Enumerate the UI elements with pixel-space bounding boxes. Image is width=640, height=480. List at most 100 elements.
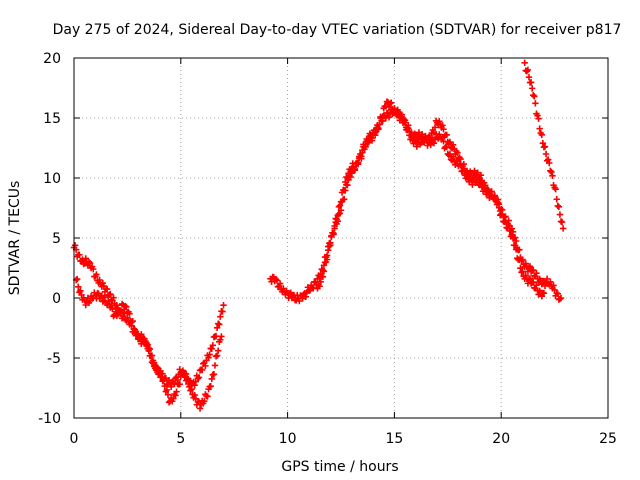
data-point-interp: [351, 165, 359, 173]
data-point-interp: [481, 182, 489, 189]
data-point-interp: [548, 168, 555, 176]
data-point: [154, 364, 161, 371]
data-point-interp: [208, 345, 215, 353]
data-point-interp: [411, 130, 418, 137]
data-point-interp: [495, 204, 503, 211]
data-point-interp: [526, 275, 534, 282]
data-point-interp: [443, 131, 450, 139]
data-point-interp: [129, 317, 136, 325]
data-point-interp: [362, 143, 369, 151]
data-point-interp: [123, 303, 130, 311]
data-point: [446, 138, 454, 146]
data-point-interp: [385, 103, 393, 111]
data-point: [382, 102, 390, 110]
data-point-interp: [107, 290, 114, 298]
data-point-interp: [525, 264, 533, 271]
x-tick-label: 20: [492, 431, 510, 447]
plot-frame: [73, 57, 609, 419]
data-point-interp: [336, 202, 344, 209]
data-point-interp: [543, 275, 551, 283]
data-point-interp: [103, 285, 111, 293]
data-point-interp: [317, 278, 324, 285]
data-point-interp: [287, 289, 295, 296]
data-point-interp: [206, 351, 213, 358]
data-point: [534, 112, 541, 119]
data-point-interp: [213, 324, 221, 331]
data-point-interp: [415, 129, 423, 136]
data-point-interp: [170, 379, 177, 386]
data-point-interp: [172, 392, 179, 399]
y-tick-label: 15: [43, 111, 61, 127]
data-point-interp: [522, 260, 529, 267]
data-point-interp: [457, 155, 464, 163]
data-point-interp: [342, 178, 349, 186]
data-point-interp: [181, 370, 189, 378]
x-axis-label: GPS time / hours: [281, 459, 398, 475]
data-point: [365, 138, 372, 146]
data-point-interp: [544, 156, 552, 163]
series-SDTVAR-early: [70, 242, 227, 390]
data-point-interp: [324, 247, 332, 254]
data-point-interp: [413, 143, 421, 150]
data-point-interp: [449, 141, 457, 148]
data-point-interp: [326, 243, 333, 250]
data-point-interp: [494, 199, 502, 206]
data-point-interp: [371, 132, 379, 139]
data-point-interp: [553, 196, 560, 203]
data-point-interp: [427, 134, 434, 141]
data-point: [386, 100, 394, 107]
data-point-interp: [516, 256, 523, 264]
data-point-interp: [143, 339, 150, 347]
data-point-interp: [76, 251, 83, 258]
data-point-interp: [509, 228, 517, 235]
data-point: [530, 92, 537, 99]
data-point-interp: [118, 300, 126, 308]
series-SDTVAR-early-branch: [72, 275, 225, 412]
data-point-interp: [146, 345, 154, 353]
data-point-interp: [445, 139, 453, 147]
data-point-interp: [376, 121, 383, 128]
data-point-interp: [147, 352, 155, 359]
data-point-interp: [484, 185, 491, 193]
data-point-interp: [161, 382, 168, 390]
data-point: [96, 276, 103, 284]
data-point: [559, 225, 567, 232]
data-point-interp: [208, 375, 215, 383]
data-point: [77, 287, 84, 294]
data-point-interp: [398, 113, 406, 121]
data-point-interp: [328, 233, 335, 241]
data-point-interp: [524, 66, 532, 74]
y-tick-label: 20: [43, 51, 61, 67]
data-point: [198, 366, 206, 374]
data-point: [331, 222, 338, 230]
data-point-interp: [308, 284, 316, 291]
data-point-interp: [341, 196, 348, 203]
data-point: [216, 321, 223, 328]
data-point-interp: [358, 155, 365, 162]
data-point-interp: [431, 124, 439, 131]
data-point-interp: [526, 263, 534, 270]
data-point-interp: [359, 149, 366, 156]
data-point-interp: [191, 382, 198, 389]
data-point-interp: [71, 242, 79, 249]
data-point-interp: [454, 149, 461, 157]
data-point-interp: [296, 297, 303, 305]
data-point-interp: [439, 122, 446, 129]
data-point: [335, 203, 343, 210]
data-point-interp: [219, 308, 226, 315]
data-point-interp: [430, 129, 438, 136]
y-tick-label: 0: [52, 291, 61, 307]
data-point-interp: [532, 100, 539, 107]
x-tick-label: 0: [70, 431, 79, 447]
data-point-interp: [554, 202, 562, 210]
data-point: [521, 59, 528, 66]
data-point-interp: [176, 366, 183, 373]
data-point: [542, 150, 550, 158]
y-tick-label: 10: [43, 171, 61, 187]
data-point-interp: [99, 298, 107, 305]
data-point: [213, 352, 221, 359]
data-point-interp: [204, 393, 211, 400]
data-point-interp: [445, 151, 453, 159]
data-point-interp: [299, 295, 306, 302]
